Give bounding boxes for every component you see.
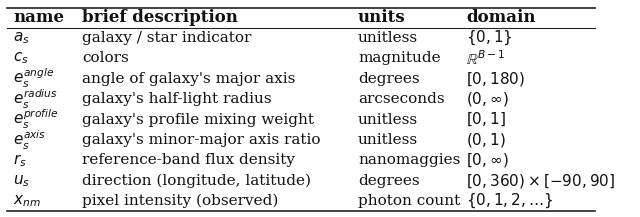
Text: name: name (13, 9, 65, 26)
Text: domain: domain (466, 9, 536, 26)
Text: $\{0, 1, 2, \ldots\}$: $\{0, 1, 2, \ldots\}$ (466, 192, 554, 210)
Text: unitless: unitless (358, 133, 418, 147)
Text: $[0, 180)$: $[0, 180)$ (466, 70, 525, 88)
Text: units: units (358, 9, 406, 26)
Text: $a_s$: $a_s$ (13, 30, 30, 46)
Text: $e_s^{radius}$: $e_s^{radius}$ (13, 87, 58, 111)
Text: $x_{nm}$: $x_{nm}$ (13, 193, 41, 209)
Text: $[0, 360) \times [-90, 90]$: $[0, 360) \times [-90, 90]$ (466, 172, 615, 190)
Text: brief description: brief description (83, 9, 238, 26)
Text: arcseconds: arcseconds (358, 92, 445, 106)
Text: $e_s^{profile}$: $e_s^{profile}$ (13, 108, 59, 131)
Text: direction (longitude, latitude): direction (longitude, latitude) (83, 174, 311, 188)
Text: unitless: unitless (358, 113, 418, 127)
Text: reference-band flux density: reference-band flux density (83, 153, 295, 167)
Text: galaxy's half-light radius: galaxy's half-light radius (83, 92, 272, 106)
Text: colors: colors (83, 51, 129, 65)
Text: unitless: unitless (358, 31, 418, 45)
Text: degrees: degrees (358, 72, 420, 86)
Text: $[0, 1]$: $[0, 1]$ (466, 111, 506, 128)
Text: $\mathbb{R}^{B-1}$: $\mathbb{R}^{B-1}$ (466, 49, 506, 68)
Text: galaxy / star indicator: galaxy / star indicator (83, 31, 252, 45)
Text: $u_s$: $u_s$ (13, 173, 30, 189)
Text: $\{0, 1\}$: $\{0, 1\}$ (466, 29, 513, 47)
Text: $r_s$: $r_s$ (13, 152, 27, 169)
Text: magnitude: magnitude (358, 51, 441, 65)
Text: $[0, \infty)$: $[0, \infty)$ (466, 151, 509, 169)
Text: $(0, 1)$: $(0, 1)$ (466, 131, 506, 149)
Text: $e_s^{angle}$: $e_s^{angle}$ (13, 67, 54, 90)
Text: $c_s$: $c_s$ (13, 51, 29, 66)
Text: $e_s^{axis}$: $e_s^{axis}$ (13, 128, 47, 151)
Text: pixel intensity (observed): pixel intensity (observed) (83, 194, 278, 208)
Text: photon count: photon count (358, 194, 460, 208)
Text: nanomaggies: nanomaggies (358, 153, 460, 167)
Text: galaxy's profile mixing weight: galaxy's profile mixing weight (83, 113, 314, 127)
Text: $(0, \infty)$: $(0, \infty)$ (466, 90, 509, 108)
Text: galaxy's minor-major axis ratio: galaxy's minor-major axis ratio (83, 133, 321, 147)
Text: degrees: degrees (358, 174, 420, 188)
Text: angle of galaxy's major axis: angle of galaxy's major axis (83, 72, 296, 86)
